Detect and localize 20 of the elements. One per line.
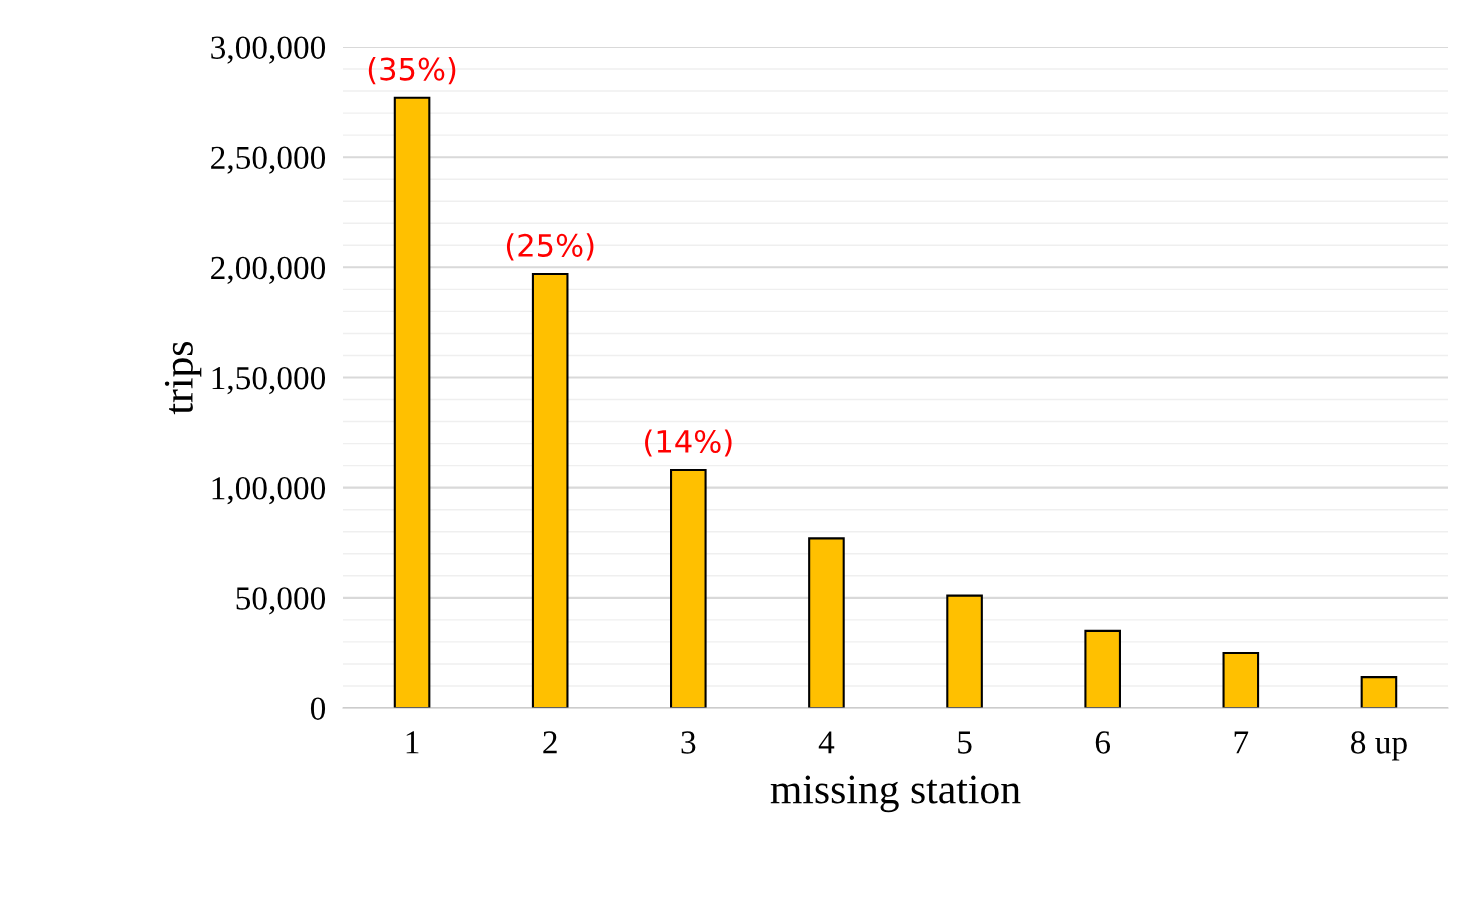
y-axis-title: trips: [164, 341, 202, 415]
y-tick-label: 3,00,000: [211, 36, 326, 64]
x-tick-label: 7: [1234, 731, 1249, 754]
y-tick-label: 1,00,000: [212, 477, 326, 505]
annotation: (35%): [368, 57, 456, 85]
x-tick-label: 2: [543, 731, 557, 754]
x-tick-label: 8 up: [1351, 731, 1407, 761]
x-axis-title: missing station: [770, 775, 1021, 813]
y-tick-label: 2,50,000: [211, 146, 326, 174]
y-tick-label: 2,00,000: [211, 256, 326, 285]
y-tick-label: 50,000: [236, 587, 326, 615]
y-tick-label: 1,50,000: [212, 366, 326, 395]
annotation: (14%): [645, 429, 732, 457]
x-tick-label: 1: [406, 731, 419, 754]
x-tick-label: 3: [681, 731, 696, 754]
x-tick-label: 5: [958, 731, 972, 754]
y-tick-label: 0: [310, 697, 326, 720]
x-tick-label: 4: [818, 731, 835, 754]
x-tick-label: 6: [1095, 731, 1111, 754]
annotation: (25%): [506, 233, 594, 261]
